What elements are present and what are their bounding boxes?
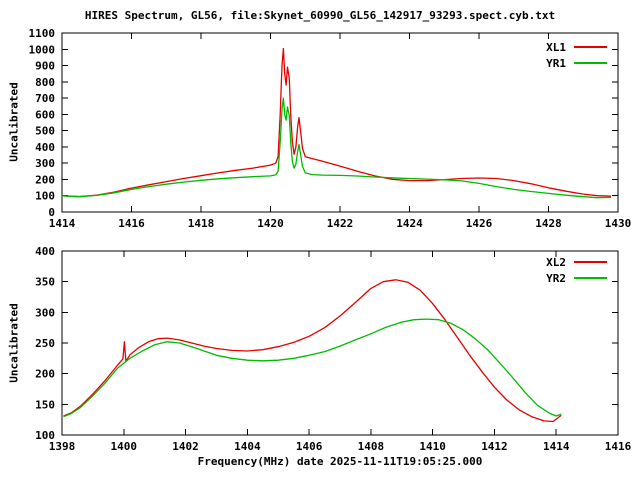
series-xl2 bbox=[63, 279, 562, 423]
series-yr1 bbox=[61, 97, 612, 199]
series-xl1 bbox=[61, 47, 612, 198]
legend-yr2-line bbox=[574, 277, 607, 279]
x-tick-label: 1398 bbox=[49, 440, 76, 453]
series-yr2 bbox=[63, 318, 562, 418]
legend-yr1: YR1 bbox=[546, 56, 607, 70]
x-tick-label: 1406 bbox=[296, 440, 323, 453]
legend-yr2: YR2 bbox=[546, 271, 607, 285]
x-tick-label: 1414 bbox=[49, 217, 76, 230]
y-tick-label: 700 bbox=[35, 92, 55, 105]
y-tick-label: 500 bbox=[35, 125, 55, 138]
y-tick-label: 150 bbox=[35, 398, 55, 411]
legend-xl2-line bbox=[574, 261, 607, 263]
y-tick-label: 900 bbox=[35, 60, 55, 73]
x-axis-label: Frequency(MHz) date 2025-11-11T19:05:25.… bbox=[197, 455, 483, 468]
y-tick-label: 0 bbox=[48, 206, 55, 219]
y-tick-label: 300 bbox=[35, 306, 55, 319]
x-tick-label: 1412 bbox=[481, 440, 508, 453]
y-tick-label: 400 bbox=[35, 245, 55, 258]
legend-xl2-label: XL2 bbox=[546, 255, 566, 269]
legend-xl1-line bbox=[574, 46, 607, 48]
y-tick-label: 1100 bbox=[29, 27, 56, 40]
x-tick-label: 1418 bbox=[188, 217, 215, 230]
y-tick-label: 800 bbox=[35, 76, 55, 89]
y-tick-label: 400 bbox=[35, 141, 55, 154]
y-tick-label: 200 bbox=[35, 368, 55, 381]
y-tick-label: 300 bbox=[35, 157, 55, 170]
legend-yr2-label: YR2 bbox=[546, 271, 566, 285]
x-tick-label: 1424 bbox=[396, 217, 423, 230]
legend-xl2: XL2 bbox=[546, 255, 607, 269]
y-tick-label: 350 bbox=[35, 276, 55, 289]
x-tick-label: 1422 bbox=[327, 217, 354, 230]
y-tick-label: 100 bbox=[35, 429, 55, 442]
legend-xl1: XL1 bbox=[546, 40, 607, 54]
x-tick-label: 1414 bbox=[543, 440, 570, 453]
y-tick-label: 100 bbox=[35, 190, 55, 203]
x-tick-label: 1400 bbox=[111, 440, 138, 453]
legend-yr1-line bbox=[574, 62, 607, 64]
x-tick-label: 1402 bbox=[172, 440, 199, 453]
legend-yr1-label: YR1 bbox=[546, 56, 566, 70]
y-tick-label: 250 bbox=[35, 337, 55, 350]
x-tick-label: 1426 bbox=[466, 217, 493, 230]
x-tick-label: 1420 bbox=[257, 217, 284, 230]
y-tick-label: 1000 bbox=[29, 43, 56, 56]
x-tick-label: 1416 bbox=[118, 217, 145, 230]
y-tick-label: 600 bbox=[35, 108, 55, 121]
y-tick-label: 200 bbox=[35, 173, 55, 186]
x-tick-label: 1404 bbox=[234, 440, 261, 453]
plot-title: HIRES Spectrum, GL56, file:Skynet_60990_… bbox=[84, 9, 556, 22]
legend-xl1-label: XL1 bbox=[546, 40, 566, 54]
x-tick-label: 1408 bbox=[358, 440, 385, 453]
x-tick-label: 1428 bbox=[535, 217, 562, 230]
x-tick-label: 1430 bbox=[605, 217, 632, 230]
x-tick-label: 1416 bbox=[605, 440, 632, 453]
x-tick-label: 1410 bbox=[419, 440, 446, 453]
